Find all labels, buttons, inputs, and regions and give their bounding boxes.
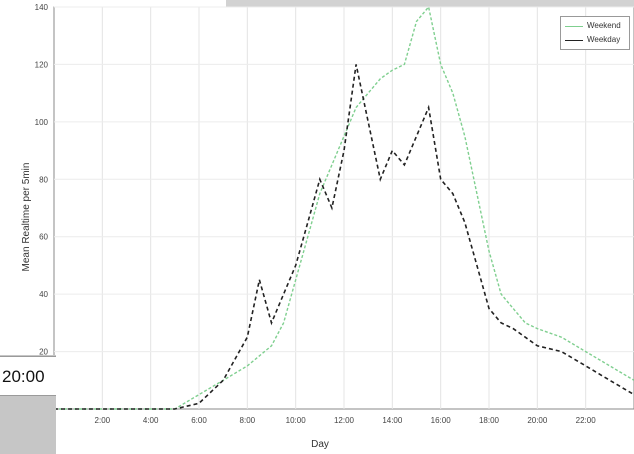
legend-item-weekday: Weekday <box>565 34 627 46</box>
series-lines <box>54 5 634 410</box>
y-tick-label: 20 <box>39 348 48 357</box>
x-axis-title: Day <box>311 439 329 450</box>
y-tick-label: 60 <box>39 233 48 242</box>
x-tick-label: 14:00 <box>382 416 403 425</box>
x-tick-label: 22:00 <box>576 416 597 425</box>
x-tick-label: 20:00 <box>527 416 548 425</box>
y-tick-label: 140 <box>35 3 49 12</box>
x-tick-label: 2:00 <box>95 416 111 425</box>
y-tick-labels: 20 40 60 80 100 120 140 <box>35 3 49 357</box>
y-tick-label: 120 <box>35 60 49 69</box>
x-tick-label: 10:00 <box>286 416 307 425</box>
y-axis-title: Mean Realtime per 5min <box>21 162 32 272</box>
legend-swatch-weekday <box>565 40 583 41</box>
x-tick-label: 6:00 <box>191 416 207 425</box>
y-tick-label: 40 <box>39 290 48 299</box>
legend-label-weekday: Weekday <box>587 35 621 44</box>
legend-label-weekend: Weekend <box>587 21 621 30</box>
x-tick-label: 4:00 <box>143 416 159 425</box>
x-tick-label: 8:00 <box>240 416 256 425</box>
series-line-weekday <box>54 64 634 410</box>
legend-swatch-weekend <box>565 26 583 27</box>
x-tick-labels: 2:00 4:00 6:00 8:00 10:00 12:00 14:00 16:00 18:0… <box>95 416 597 425</box>
grid <box>54 6 634 409</box>
top-bar <box>226 0 634 7</box>
x-tick-label: 16:00 <box>431 416 452 425</box>
y-tick-label: 80 <box>39 175 48 184</box>
legend: Weekend Weekday <box>560 16 630 50</box>
x-tick-label: 12:00 <box>334 416 355 425</box>
legend-item-weekend: Weekend <box>565 20 627 32</box>
x-tick-label: 18:00 <box>479 416 500 425</box>
y-tick-label: 100 <box>35 118 49 127</box>
clock-readout: 20:00 <box>0 356 56 396</box>
